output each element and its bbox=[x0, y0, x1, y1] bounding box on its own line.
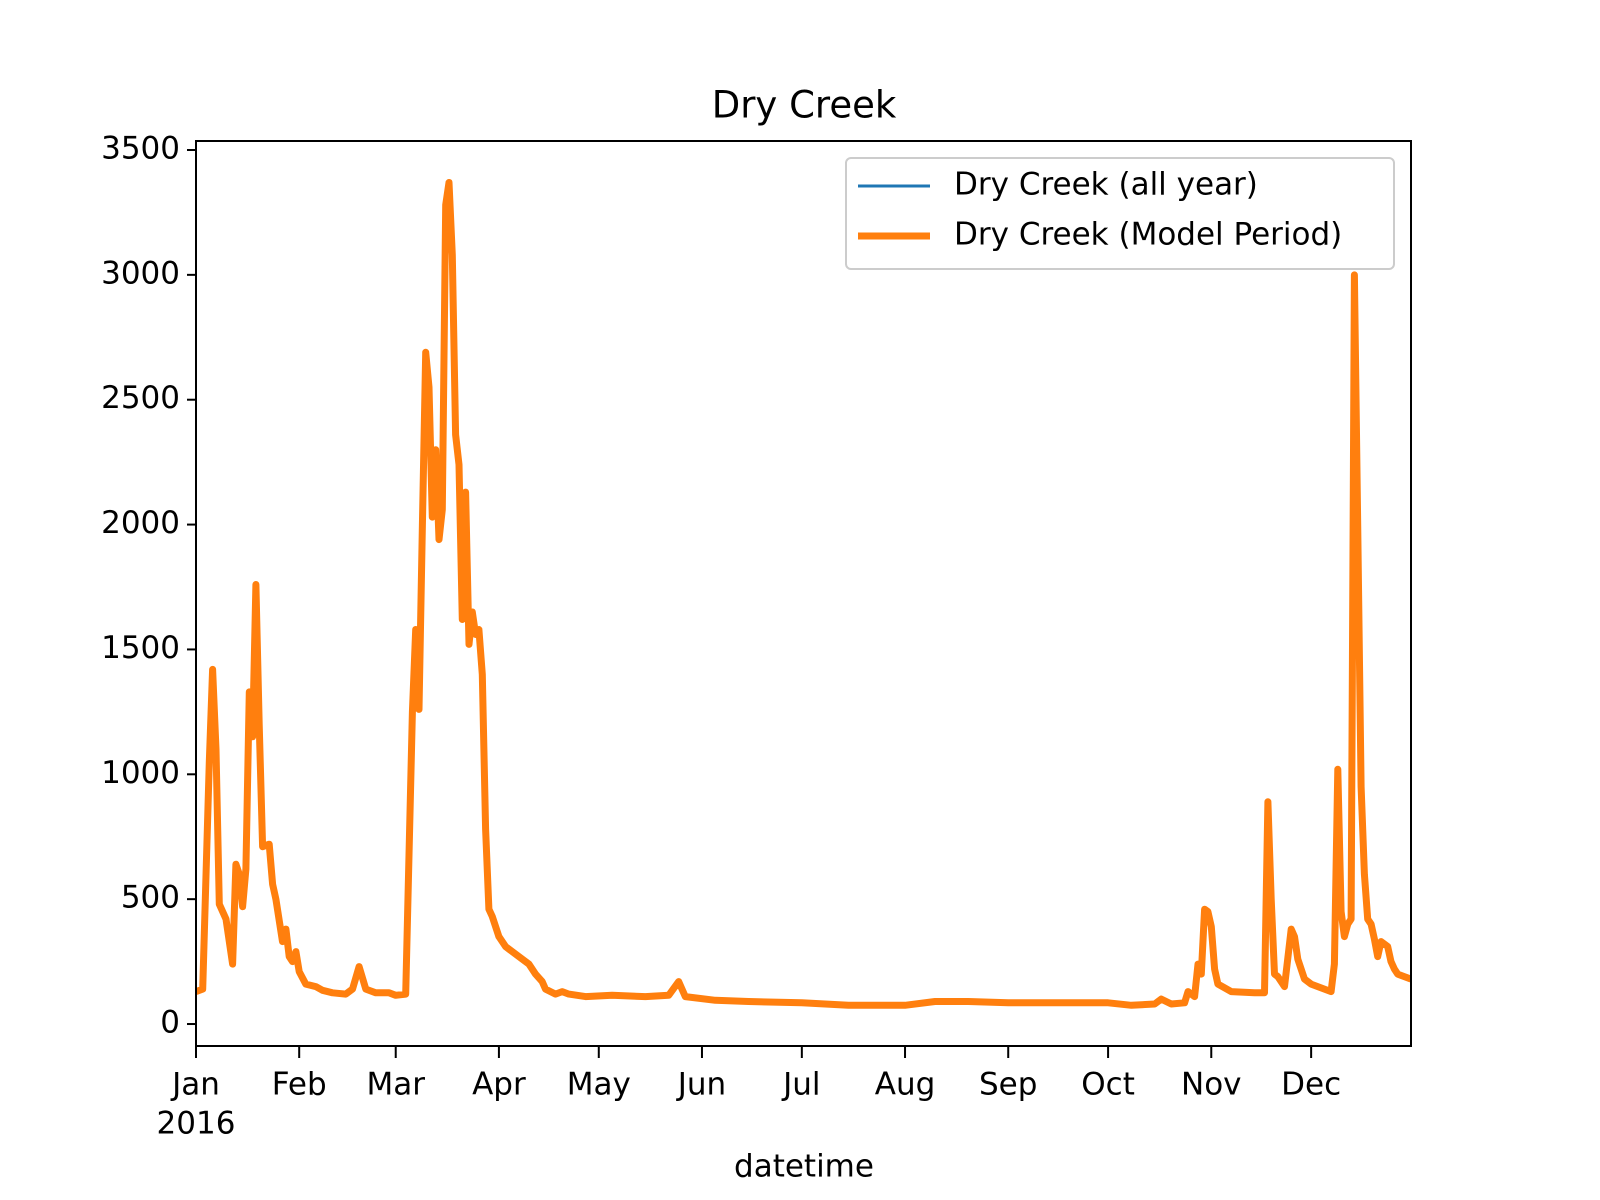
legend-label: Dry Creek (all year) bbox=[954, 167, 1258, 203]
x-tick-label: Jul bbox=[781, 1067, 820, 1103]
data-line bbox=[196, 181, 1411, 1007]
y-tick-label: 2000 bbox=[101, 505, 180, 541]
legend-label: Dry Creek (Model Period) bbox=[954, 217, 1342, 253]
legend-box bbox=[845, 157, 1395, 270]
x-tick-label: Jun bbox=[676, 1067, 726, 1103]
x-axis-label: datetime bbox=[734, 1149, 874, 1185]
x-tick-label: Dec bbox=[1281, 1067, 1341, 1103]
x-tick-label: Apr bbox=[472, 1067, 526, 1103]
x-year-label: 2016 bbox=[157, 1106, 236, 1142]
y-tick-label: 500 bbox=[121, 880, 180, 916]
chart-title: Dry Creek bbox=[712, 84, 897, 127]
x-tick-label: May bbox=[567, 1067, 631, 1103]
x-tick-label: Aug bbox=[875, 1067, 936, 1103]
x-tick-label: Oct bbox=[1081, 1067, 1135, 1103]
x-tick-label: Nov bbox=[1181, 1067, 1242, 1103]
plot-frame bbox=[195, 140, 1412, 1047]
x-tick-label: Sep bbox=[979, 1067, 1037, 1103]
y-tick-label: 1500 bbox=[101, 630, 180, 666]
x-tick-label: Jan bbox=[170, 1067, 220, 1103]
y-tick-label: 0 bbox=[160, 1005, 180, 1041]
y-tick-label: 1000 bbox=[101, 755, 180, 791]
x-tick-label: Mar bbox=[366, 1067, 425, 1103]
x-tick-label: Feb bbox=[272, 1067, 327, 1103]
y-tick-label: 3000 bbox=[101, 255, 180, 291]
legend: Dry Creek (all year) Dry Creek (Model Per… bbox=[845, 157, 1395, 270]
y-tick-label: 2500 bbox=[101, 380, 180, 416]
y-tick-label: 3500 bbox=[101, 130, 180, 166]
data-line bbox=[196, 179, 1411, 1009]
